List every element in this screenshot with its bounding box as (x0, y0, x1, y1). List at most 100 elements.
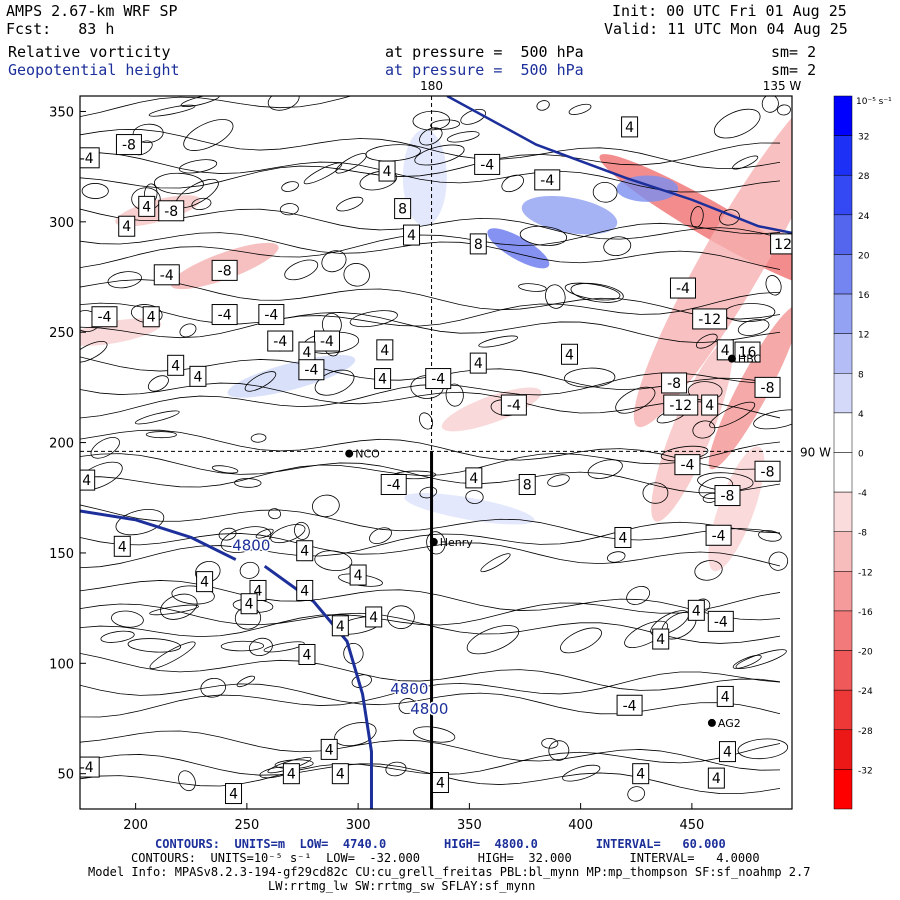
field2-level: at pressure = 500 hPa (385, 61, 584, 79)
vorticity-label-text: 4 (142, 199, 151, 215)
vorticity-label-box (518, 474, 536, 496)
vorticity-label-text: 4 (336, 767, 345, 783)
vorticity-label: -4 (474, 153, 501, 175)
x-tick-label: 400 (568, 818, 593, 833)
contour-loop (349, 310, 398, 328)
vorticity-label-box (707, 767, 725, 789)
vorticity-label-text: 4 (474, 356, 483, 372)
contour-loop (753, 409, 792, 430)
vorticity-label: -8 (714, 485, 741, 507)
contour-loop (466, 625, 520, 655)
vorticity-label-text: 4 (705, 398, 714, 414)
vorticity-label-text: -4 (80, 760, 94, 776)
vorticity-label-text: 4 (325, 742, 334, 758)
vorticity-label-box (632, 763, 650, 785)
vorticity-label: 4 (716, 685, 734, 707)
vorticity-label: -4 (80, 756, 100, 778)
contour-loop (642, 482, 669, 504)
contour-line (80, 683, 781, 715)
vorticity-label: 4 (80, 469, 96, 491)
vorticity-label-text: -4 (623, 698, 637, 714)
vorticity-label-box (707, 610, 734, 632)
contour-line (80, 592, 781, 638)
vorticity-label-text: 4 (721, 343, 730, 359)
vorticity-label: 4 (113, 535, 131, 557)
contour-loop (250, 433, 267, 443)
vorticity-label-text: 4 (618, 530, 627, 546)
contour-loop (414, 144, 465, 166)
contour-loop (709, 401, 756, 429)
contour-line (80, 302, 781, 344)
contour-loop (90, 437, 120, 459)
contour-loop (239, 561, 260, 579)
vorticity-label-text: -8 (667, 376, 681, 392)
vorticity-label-box (331, 615, 349, 637)
contour-loop (211, 465, 239, 474)
vorticity-label: 8 (518, 474, 536, 496)
contour-line (80, 730, 781, 771)
contour-loop (694, 560, 723, 581)
contour-loop (351, 674, 372, 688)
vorticity-label-box (674, 454, 701, 476)
vorticity-band (521, 195, 618, 235)
vorticity-label-box (734, 341, 761, 363)
vorticity-label-text: 4 (636, 767, 645, 783)
vorticity-label-box (469, 233, 487, 255)
station-marker (707, 718, 716, 727)
contour-loop (696, 333, 718, 349)
contour-loop (737, 319, 770, 336)
contour-loop (603, 236, 632, 256)
contour-loop (568, 103, 592, 115)
contour-loop (153, 172, 204, 195)
y-tick-label: 50 (57, 768, 74, 783)
vorticity-band (651, 341, 733, 522)
lon-135w-label: 135 W (763, 79, 802, 93)
vorticity-label-text: 12 (774, 237, 792, 253)
contour-loop (777, 104, 791, 116)
vorticity-label: 4 (403, 224, 421, 246)
vorticity-label: -4 (267, 330, 294, 352)
vorticity-label: 4 (296, 579, 314, 601)
contour-loop (719, 209, 740, 226)
x-tick-label: 350 (457, 818, 482, 833)
contour-loop (303, 162, 343, 185)
vorticity-label-text: -4 (387, 478, 401, 494)
y-tick-label: 100 (49, 657, 74, 672)
vorticity-label-text: -4 (80, 151, 94, 167)
vorticity-label-text: -12 (669, 398, 692, 414)
vorticity-label: 4 (240, 593, 258, 615)
vorticity-label-text: -4 (507, 398, 521, 414)
vorticity-label-box (298, 643, 316, 665)
vorticity-label-box (652, 628, 670, 650)
contour-loop (545, 284, 566, 309)
contour-loop (564, 367, 616, 388)
contour-loop (418, 412, 434, 430)
contour-loop (234, 478, 262, 488)
vorticity-label-text: 4 (302, 647, 311, 663)
vorticity-label: -4 (298, 359, 325, 381)
contour-loop (419, 486, 438, 499)
coastline (446, 96, 792, 235)
contour-loop (244, 371, 277, 392)
vorticity-label: 4 (652, 628, 670, 650)
vorticity-label-text: 4 (245, 597, 254, 613)
vorticity-label-text: -12 (698, 312, 721, 328)
vorticity-label-text: 4 (369, 610, 378, 626)
contour-loop (284, 259, 319, 281)
contour-loop (149, 604, 199, 616)
vorticity-label: -4 (211, 304, 238, 326)
contour-loop (465, 490, 484, 504)
y-tick-label: 200 (49, 437, 74, 452)
vorticity-label: 4 (225, 783, 243, 805)
vorticity-label: 16 (734, 341, 761, 363)
contour-loop (562, 764, 601, 782)
vorticity-label-text: 4 (378, 372, 387, 388)
vorticity-label-box (425, 368, 452, 390)
vorticity-label-text: 4 (300, 583, 309, 599)
contour-loop (115, 509, 165, 536)
vorticity-label: 4 (142, 306, 160, 328)
vorticity-label-box (80, 756, 100, 778)
contour-line (80, 743, 781, 787)
contour-loop (183, 119, 234, 151)
vorticity-label: -4 (80, 147, 100, 169)
